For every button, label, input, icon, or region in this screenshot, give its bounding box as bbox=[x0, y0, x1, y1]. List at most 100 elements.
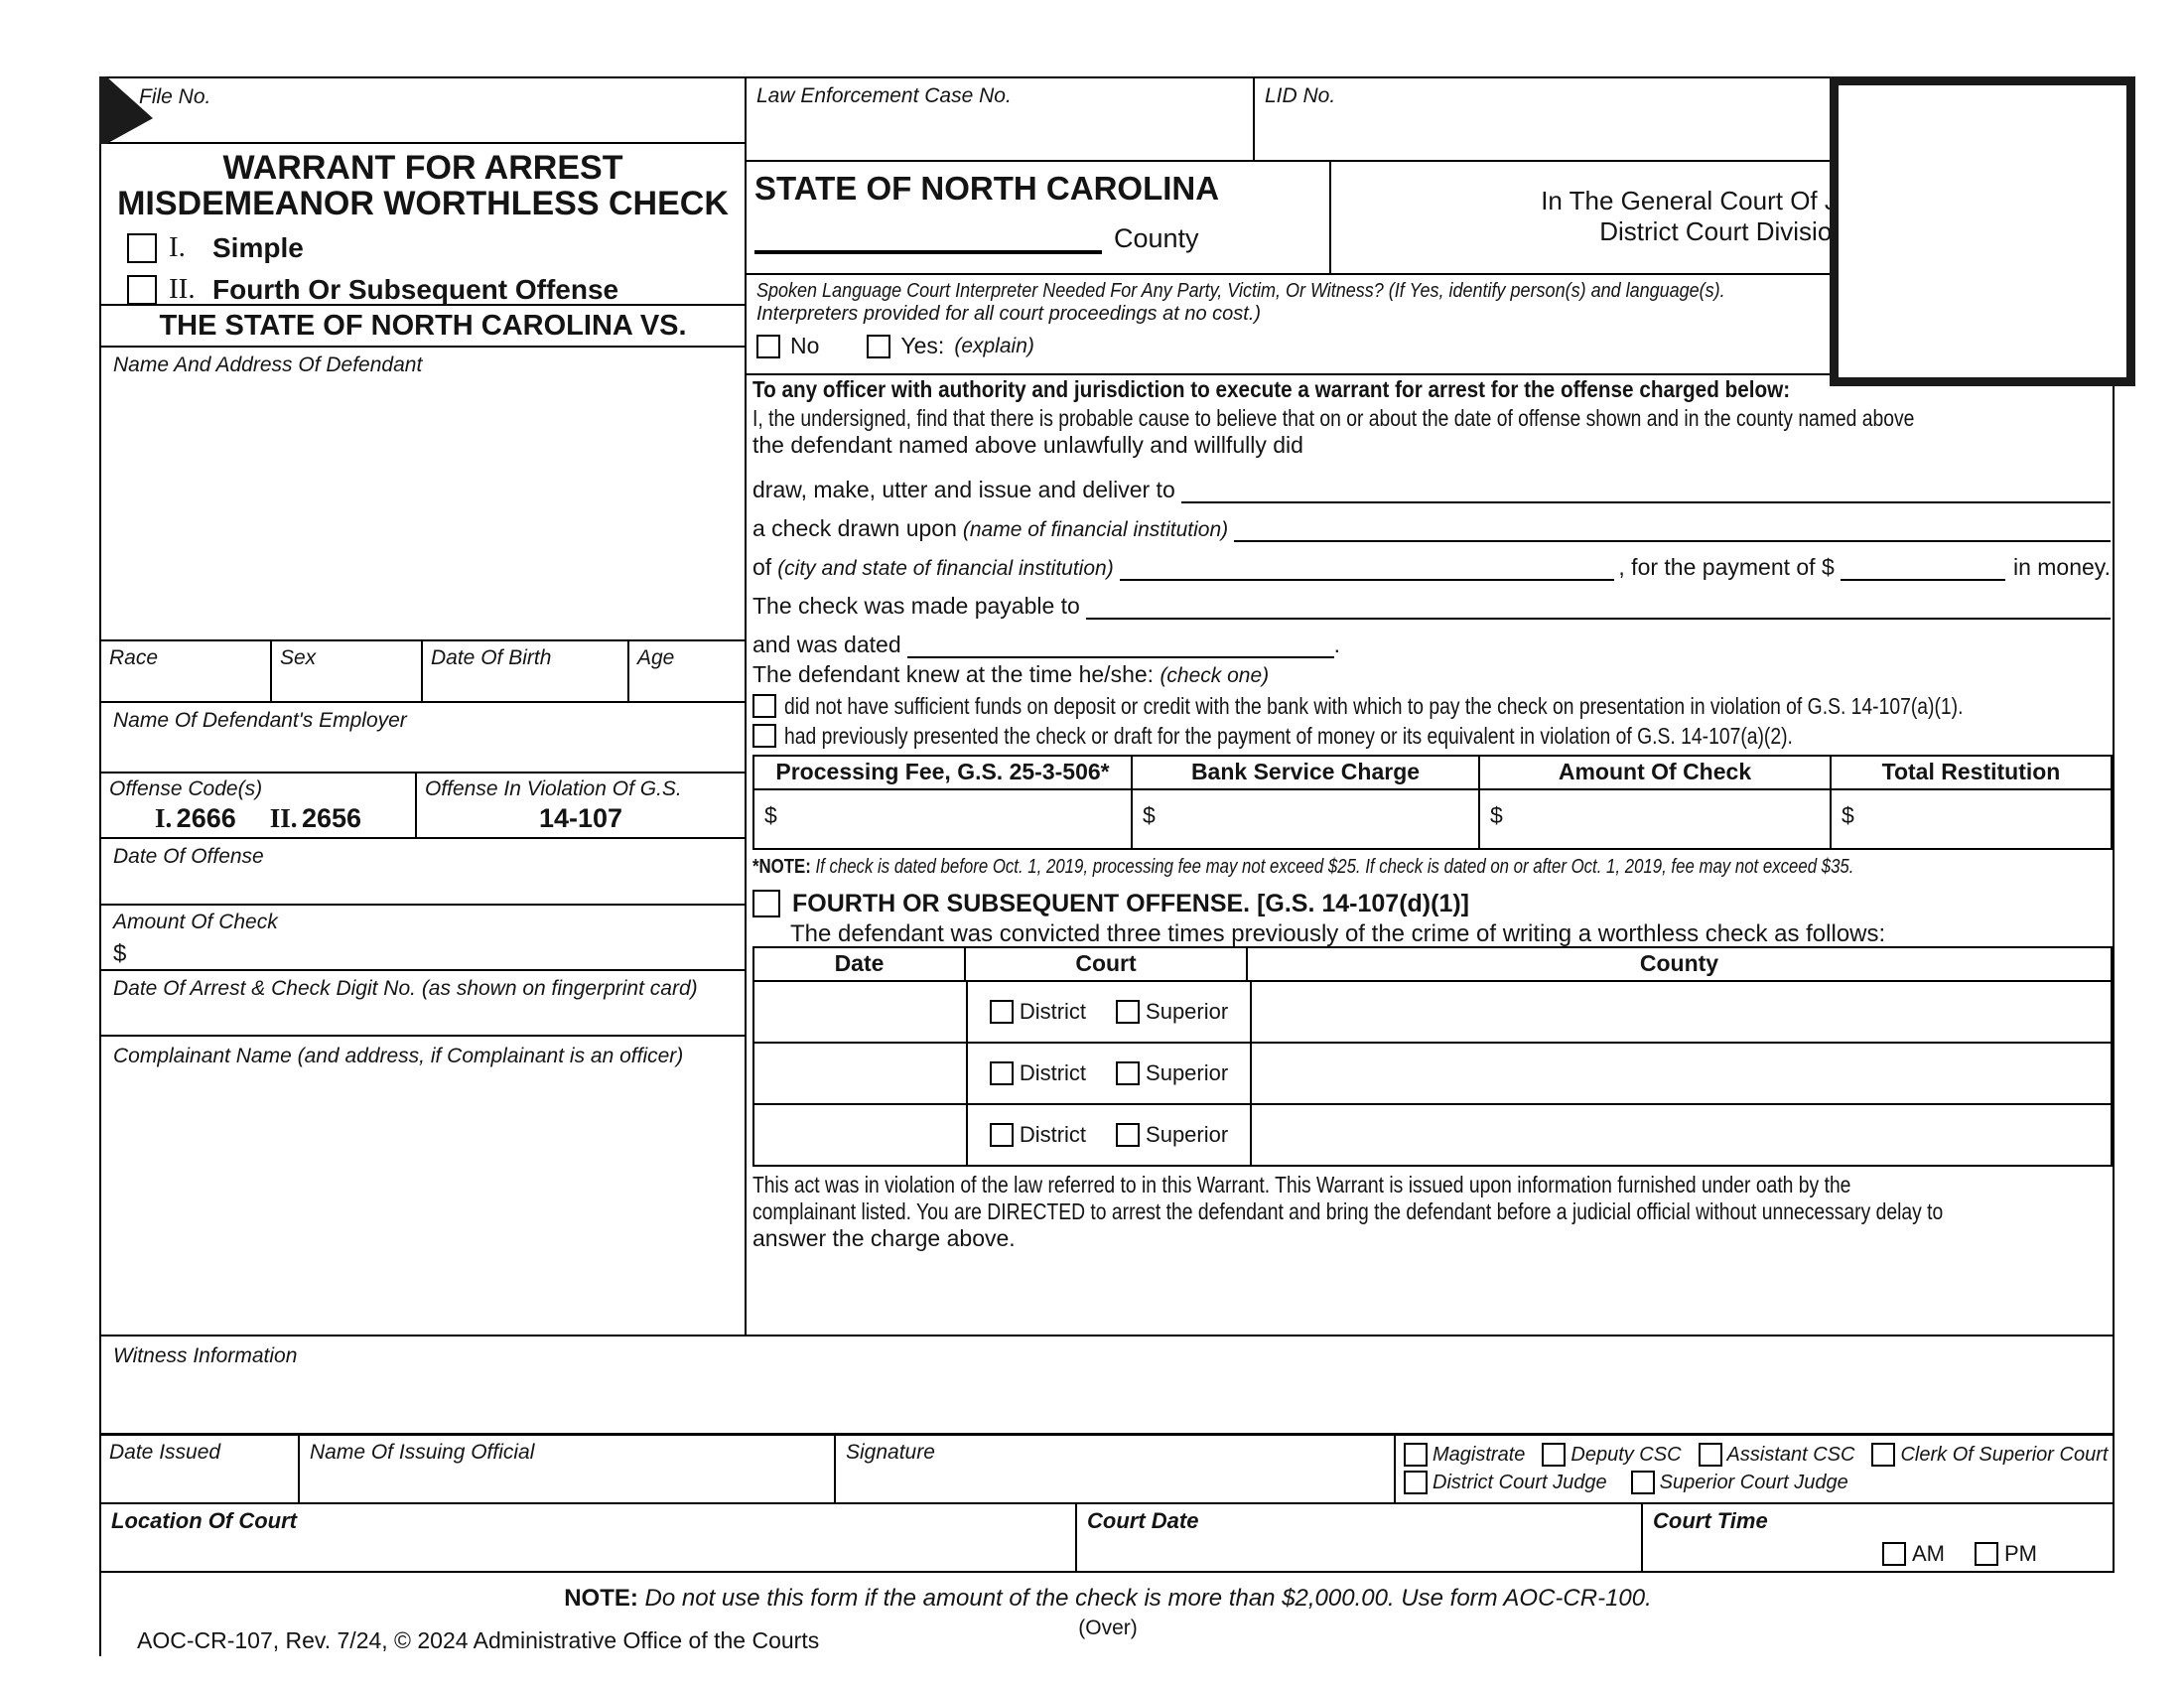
insufficient-funds-checkbox[interactable] bbox=[752, 694, 776, 718]
superior-court-checkbox[interactable] bbox=[1116, 1123, 1141, 1147]
superior-label: Superior bbox=[1146, 999, 1229, 1024]
court-date-cell[interactable]: Court Date bbox=[1075, 1504, 1641, 1571]
file-no-cell: File No. bbox=[99, 76, 745, 144]
age-cell: Age bbox=[629, 641, 745, 701]
assistant-csc-label: Assistant CSC bbox=[1726, 1443, 1855, 1466]
option1-label: Simple bbox=[212, 231, 304, 263]
fee-note-text: If check is dated before Oct. 1, 2019, p… bbox=[815, 856, 1854, 878]
district-court-checkbox[interactable] bbox=[989, 1123, 1014, 1147]
county-name-blank[interactable] bbox=[754, 246, 1102, 254]
date-of-arrest-cell: Date Of Arrest & Check Digit No. (as sho… bbox=[101, 971, 745, 1037]
code1-numeral: I. bbox=[154, 802, 173, 833]
fee-total-value[interactable]: $ bbox=[1842, 802, 1854, 828]
county-label: County bbox=[1114, 223, 1199, 253]
convictions-header-date: Date bbox=[754, 948, 966, 980]
clerk-superior-court-label: Clerk Of Superior Court bbox=[1900, 1443, 2109, 1466]
conviction-date-cell[interactable] bbox=[754, 982, 968, 1042]
stamp-box bbox=[1830, 76, 2135, 386]
file-no-label: File No. bbox=[139, 85, 211, 108]
race-label: Race bbox=[109, 646, 159, 669]
check-one-label: (check one) bbox=[1160, 664, 1270, 687]
superior-label: Superior bbox=[1146, 1122, 1229, 1147]
interpreter-no-label: No bbox=[790, 333, 820, 358]
conviction-date-cell[interactable] bbox=[754, 1105, 968, 1165]
conviction-county-cell[interactable] bbox=[1252, 982, 2111, 1042]
superior-court-checkbox[interactable] bbox=[1116, 1000, 1141, 1024]
employer-cell: Name Of Defendant's Employer bbox=[101, 703, 745, 774]
fee-processing-value[interactable]: $ bbox=[754, 790, 1133, 848]
superior-court-checkbox[interactable] bbox=[1116, 1061, 1141, 1085]
offense-codes-row: Offense Code(s) I. 2666 II. 2656 Offense… bbox=[101, 774, 745, 839]
interpreter-question-line2: Interpreters provided for all court proc… bbox=[756, 303, 1262, 325]
district-court-checkbox[interactable] bbox=[989, 1000, 1014, 1024]
signature-cell[interactable]: Signature bbox=[834, 1436, 1394, 1502]
bottom-note-text: Do not use this form if the amount of th… bbox=[644, 1585, 1652, 1612]
bottom-note-label: NOTE: bbox=[564, 1585, 638, 1612]
amount-of-check-label: Amount Of Check bbox=[113, 911, 278, 933]
interpreter-question-line1: Spoken Language Court Interpreter Needed… bbox=[756, 280, 1725, 302]
district-label: District bbox=[1019, 1060, 1087, 1085]
deliver-to-blank[interactable] bbox=[1180, 497, 2111, 503]
option2-numeral: II. bbox=[169, 273, 196, 305]
knew-label: The defendant knew at the time he/she: bbox=[752, 661, 1155, 687]
violation-line3: answer the charge above. bbox=[752, 1225, 1016, 1251]
interpreter-row: Spoken Language Court Interpreter Needed… bbox=[747, 275, 2115, 375]
form-title-block: WARRANT FOR ARREST MISDEMEANOR WORTHLESS… bbox=[101, 144, 745, 306]
form-title-line1: WARRANT FOR ARREST bbox=[222, 149, 623, 187]
fourth-offense-option-checkbox[interactable] bbox=[127, 274, 157, 305]
violation-line1: This act was in violation of the law ref… bbox=[752, 1172, 1851, 1197]
location-of-court-cell: Location Of Court bbox=[101, 1504, 1075, 1571]
signature-label: Signature bbox=[846, 1441, 935, 1464]
assistant-csc-checkbox[interactable] bbox=[1698, 1443, 1722, 1467]
convictions-header-court: Court bbox=[966, 948, 1248, 980]
deputy-csc-checkbox[interactable] bbox=[1542, 1443, 1567, 1467]
check-date-blank[interactable] bbox=[906, 652, 1334, 658]
bank-name-blank[interactable] bbox=[1234, 536, 2111, 542]
bank-city-state-blank[interactable] bbox=[1119, 575, 1615, 581]
warrant-body: To any officer with authority and jurisd… bbox=[747, 371, 2115, 1335]
amount-dollar-sign: $ bbox=[113, 939, 127, 967]
interpreter-no-checkbox[interactable] bbox=[756, 334, 780, 358]
magistrate-checkbox[interactable] bbox=[1404, 1443, 1428, 1467]
issuance-row: Date Issued Name Of Issuing Official Sig… bbox=[101, 1436, 2115, 1504]
pm-checkbox[interactable] bbox=[1975, 1542, 1998, 1567]
code2-value: 2656 bbox=[301, 802, 362, 833]
bottom-note: NOTE: Do not use this form if the amount… bbox=[101, 1573, 2115, 1640]
defendant-name-address-label: Name And Address Of Defendant bbox=[113, 353, 423, 376]
probable-cause-line1: I, the undersigned, find that there is p… bbox=[752, 405, 1915, 431]
court-time-label: Court Time bbox=[1653, 1508, 1768, 1533]
convictions-table: Date Court County District Superior bbox=[752, 946, 2113, 1167]
superior-court-judge-checkbox[interactable] bbox=[1630, 1471, 1655, 1494]
directive-line: To any officer with authority and jurisd… bbox=[752, 376, 1791, 402]
fee-bank-charge-value[interactable]: $ bbox=[1133, 790, 1480, 848]
district-label: District bbox=[1019, 1122, 1087, 1147]
complainant-label: Complainant Name (and address, if Compla… bbox=[113, 1045, 684, 1067]
district-court-judge-checkbox[interactable] bbox=[1404, 1471, 1428, 1494]
conviction-date-cell[interactable] bbox=[754, 1044, 968, 1103]
location-of-court-label: Location Of Court bbox=[111, 1508, 297, 1533]
interpreter-yes-checkbox[interactable] bbox=[867, 334, 891, 358]
conviction-county-cell[interactable] bbox=[1252, 1105, 2111, 1165]
interpreter-yes-label: Yes: bbox=[900, 333, 945, 358]
offense-codes-cell: Offense Code(s) I. 2666 II. 2656 bbox=[101, 774, 417, 837]
case-number-row: Law Enforcement Case No. LID No. bbox=[747, 78, 2115, 162]
conviction-county-cell[interactable] bbox=[1252, 1044, 2111, 1103]
defendant-name-address-cell: Name And Address Of Defendant bbox=[101, 348, 745, 641]
payable-to-blank[interactable] bbox=[1085, 614, 2111, 620]
conviction-court-cell: District Superior bbox=[968, 1044, 1252, 1103]
simple-offense-checkbox[interactable] bbox=[127, 232, 157, 263]
clerk-superior-court-checkbox[interactable] bbox=[1871, 1443, 1896, 1467]
of-label: of bbox=[752, 554, 772, 580]
court-date-label: Court Date bbox=[1087, 1508, 1199, 1533]
am-checkbox[interactable] bbox=[1882, 1542, 1906, 1567]
payable-to-label: The check was made payable to bbox=[752, 593, 1080, 619]
payment-amount-blank[interactable] bbox=[1840, 575, 2005, 581]
fee-amount-value[interactable]: $ bbox=[1480, 790, 1832, 848]
district-court-checkbox[interactable] bbox=[989, 1061, 1014, 1085]
date-of-offense-label: Date Of Offense bbox=[113, 845, 264, 868]
am-label: AM bbox=[1912, 1541, 1945, 1567]
previously-presented-checkbox[interactable] bbox=[752, 724, 776, 748]
state-county-cell: STATE OF NORTH CAROLINA County bbox=[747, 162, 1329, 273]
fourth-offense-checkbox[interactable] bbox=[752, 890, 780, 917]
dob-cell: Date Of Birth bbox=[423, 641, 629, 701]
